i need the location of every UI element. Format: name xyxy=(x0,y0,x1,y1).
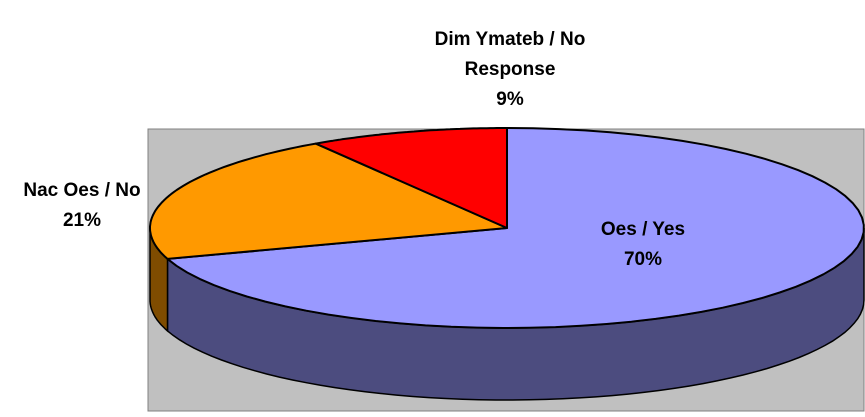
slice-label: Dim Ymateb / No Response 9% xyxy=(415,25,605,115)
category-label: Dim Ymateb / No Response xyxy=(434,29,586,80)
category-label: Nac Oes / No xyxy=(23,180,141,201)
slice-label: Nac Oes / No 21% xyxy=(7,176,157,236)
category-label: Oes / Yes xyxy=(600,219,686,240)
slice xyxy=(149,142,508,260)
value-label: 70% xyxy=(623,249,663,270)
value-label: 9% xyxy=(496,89,524,110)
slice-label: Oes / Yes 70% xyxy=(573,215,713,275)
slice xyxy=(314,127,508,229)
value-label: 21% xyxy=(62,210,102,231)
slice xyxy=(166,127,865,329)
